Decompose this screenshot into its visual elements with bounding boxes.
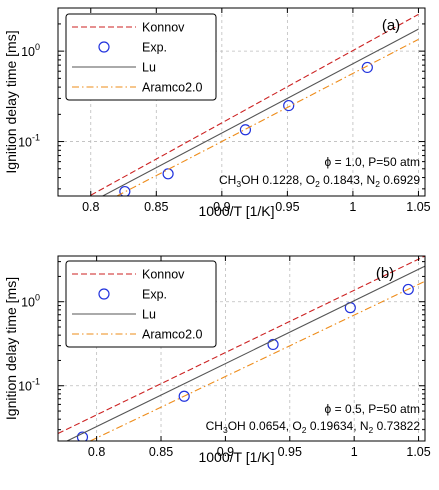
- exp-marker: [178, 390, 190, 402]
- subscript-text: 3: [236, 179, 241, 189]
- y-tick-base: 10: [18, 380, 32, 394]
- legend-label: Lu: [142, 61, 156, 75]
- legend-marker: [98, 41, 110, 53]
- y-tick-base: 10: [21, 45, 35, 59]
- y-tick-label: 100: [21, 42, 40, 59]
- composition-text: CH: [206, 419, 223, 433]
- series-line-lu: [101, 28, 419, 196]
- series-line-aramco2-0: [89, 280, 425, 441]
- subscript-text: 2: [369, 425, 374, 435]
- condition-annotation: ϕ = 1.0, P=50 atm: [325, 155, 420, 169]
- y-tick-label: 100: [21, 293, 40, 310]
- composition-text: 0.19634, N: [307, 419, 369, 433]
- y-tick-exponent: 0: [35, 293, 40, 303]
- legend-marker: [98, 288, 110, 300]
- y-tick-base: 10: [18, 136, 32, 150]
- subscript-text: 2: [302, 425, 307, 435]
- legend-label: Aramco2.0: [142, 328, 202, 342]
- legend-label: Aramco2.0: [142, 81, 202, 95]
- x-tick-label: 0.95: [275, 200, 299, 214]
- x-tick-label: 0.9: [213, 200, 230, 214]
- subscript-text: 3: [223, 425, 228, 435]
- y-tick-base: 10: [21, 296, 35, 310]
- exp-marker: [283, 99, 295, 112]
- composition-text: 0.73822: [373, 419, 420, 433]
- x-axis-label: 1000/T [1/K]: [198, 449, 274, 465]
- series-line-konnov: [58, 256, 425, 435]
- exp-marker: [402, 283, 414, 296]
- y-axis-label: Ignition delay time [ms]: [3, 277, 19, 420]
- series-line-aramco2-0: [116, 38, 419, 196]
- composition-annotation: CH3OH 0.1228, O2 0.1843, N2 0.6929: [219, 173, 420, 189]
- legend-label: Exp.: [142, 41, 167, 55]
- subscript-text: 2: [375, 179, 380, 189]
- panel-label: (b): [376, 265, 394, 282]
- composition-text: OH 0.0654, O: [228, 419, 302, 433]
- x-tick-label: 1: [351, 445, 358, 459]
- x-tick-label: 0.8: [82, 200, 99, 214]
- series-line-konnov: [90, 13, 419, 196]
- axes-frame: [57, 7, 426, 197]
- y-axis-label: Ignition delay time [ms]: [3, 30, 19, 173]
- x-tick-label: 0.85: [149, 445, 173, 459]
- composition-text: OH 0.1228, O: [241, 173, 315, 187]
- condition-annotation: ϕ = 0.5, P=50 atm: [325, 402, 420, 416]
- legend-box: [65, 260, 217, 348]
- panel-label: (a): [382, 17, 400, 34]
- x-axis-label: 1000/T [1/K]: [198, 203, 274, 219]
- legend-label: Exp.: [142, 288, 167, 302]
- x-tick-label: 1.05: [406, 200, 430, 214]
- x-tick-label: 0.95: [278, 445, 302, 459]
- legend-label: Lu: [142, 308, 156, 322]
- legend-label: Konnov: [142, 268, 185, 282]
- composition-text: CH: [219, 173, 236, 187]
- x-tick-label: 0.8: [88, 445, 105, 459]
- plot-area: [90, 13, 419, 196]
- y-tick-exponent: -1: [32, 133, 40, 143]
- x-tick-label: 0.85: [144, 200, 168, 214]
- x-tick-label: 1.05: [406, 445, 430, 459]
- axes-frame: [57, 255, 426, 442]
- plot-area: [58, 256, 425, 441]
- exp-marker: [239, 124, 252, 136]
- y-tick-exponent: 0: [35, 42, 40, 52]
- legend: Konnov Exp. Lu Aramco2.0: [65, 13, 217, 101]
- subscript-text: 2: [315, 179, 320, 189]
- x-tick-label: 0.9: [217, 445, 234, 459]
- x-tick-label: 1: [349, 200, 356, 214]
- exp-marker: [162, 168, 174, 180]
- exp-marker: [76, 431, 89, 441]
- y-tick-label: 10-1: [18, 377, 40, 394]
- composition-text: 0.1843, N: [320, 173, 375, 187]
- y-tick-exponent: -1: [32, 377, 40, 387]
- y-tick-label: 10-1: [18, 133, 40, 150]
- exp-marker: [267, 338, 279, 351]
- composition-annotation: CH3OH 0.0654, O2 0.19634, N2 0.73822: [206, 419, 421, 435]
- composition-text: 0.6929: [380, 173, 420, 187]
- legend-box: [65, 13, 217, 101]
- legend-label: Konnov: [142, 21, 185, 35]
- exp-marker: [361, 61, 373, 74]
- series-line-lu: [66, 265, 425, 441]
- exp-marker: [119, 185, 131, 196]
- legend: Konnov Exp. Lu Aramco2.0: [65, 260, 217, 348]
